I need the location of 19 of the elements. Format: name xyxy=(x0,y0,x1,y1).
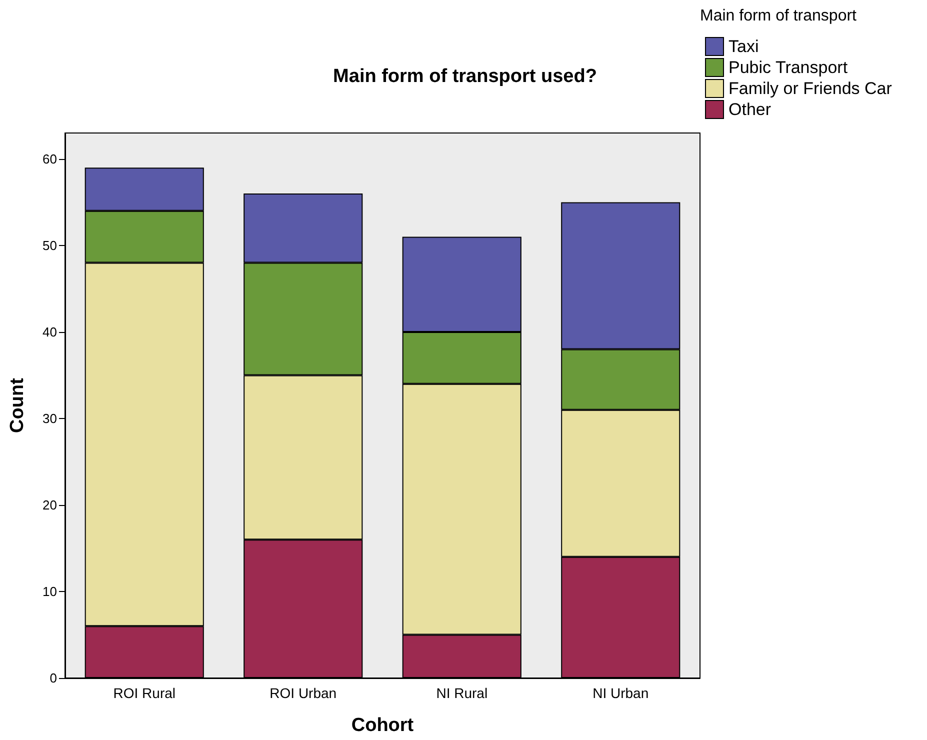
x-tick-label: NI Urban xyxy=(592,685,649,701)
legend-title: Main form of transport xyxy=(700,8,858,24)
legend-label: Pubic Transport xyxy=(728,58,848,77)
legend-label: Family or Friends Car xyxy=(728,79,892,98)
legend-label: Other xyxy=(728,100,772,119)
y-tick-label: 10 xyxy=(42,584,57,599)
y-tick-label: 20 xyxy=(42,497,57,512)
x-axis-title: Cohort xyxy=(351,715,414,736)
y-tick-label: 0 xyxy=(50,670,57,686)
chart-title: Main form of transport used? xyxy=(333,66,597,87)
x-tick-label: ROI Rural xyxy=(113,685,176,701)
y-tick-label: 40 xyxy=(42,324,57,340)
x-tick-label: ROI Urban xyxy=(270,685,337,701)
y-tick-label: 60 xyxy=(42,151,57,166)
legend-label: Taxi xyxy=(728,37,759,56)
x-tick-label: NI Rural xyxy=(436,685,488,701)
y-tick-label: 50 xyxy=(42,238,57,253)
y-axis-title: Count xyxy=(7,377,28,433)
y-tick-label: 30 xyxy=(42,410,57,426)
